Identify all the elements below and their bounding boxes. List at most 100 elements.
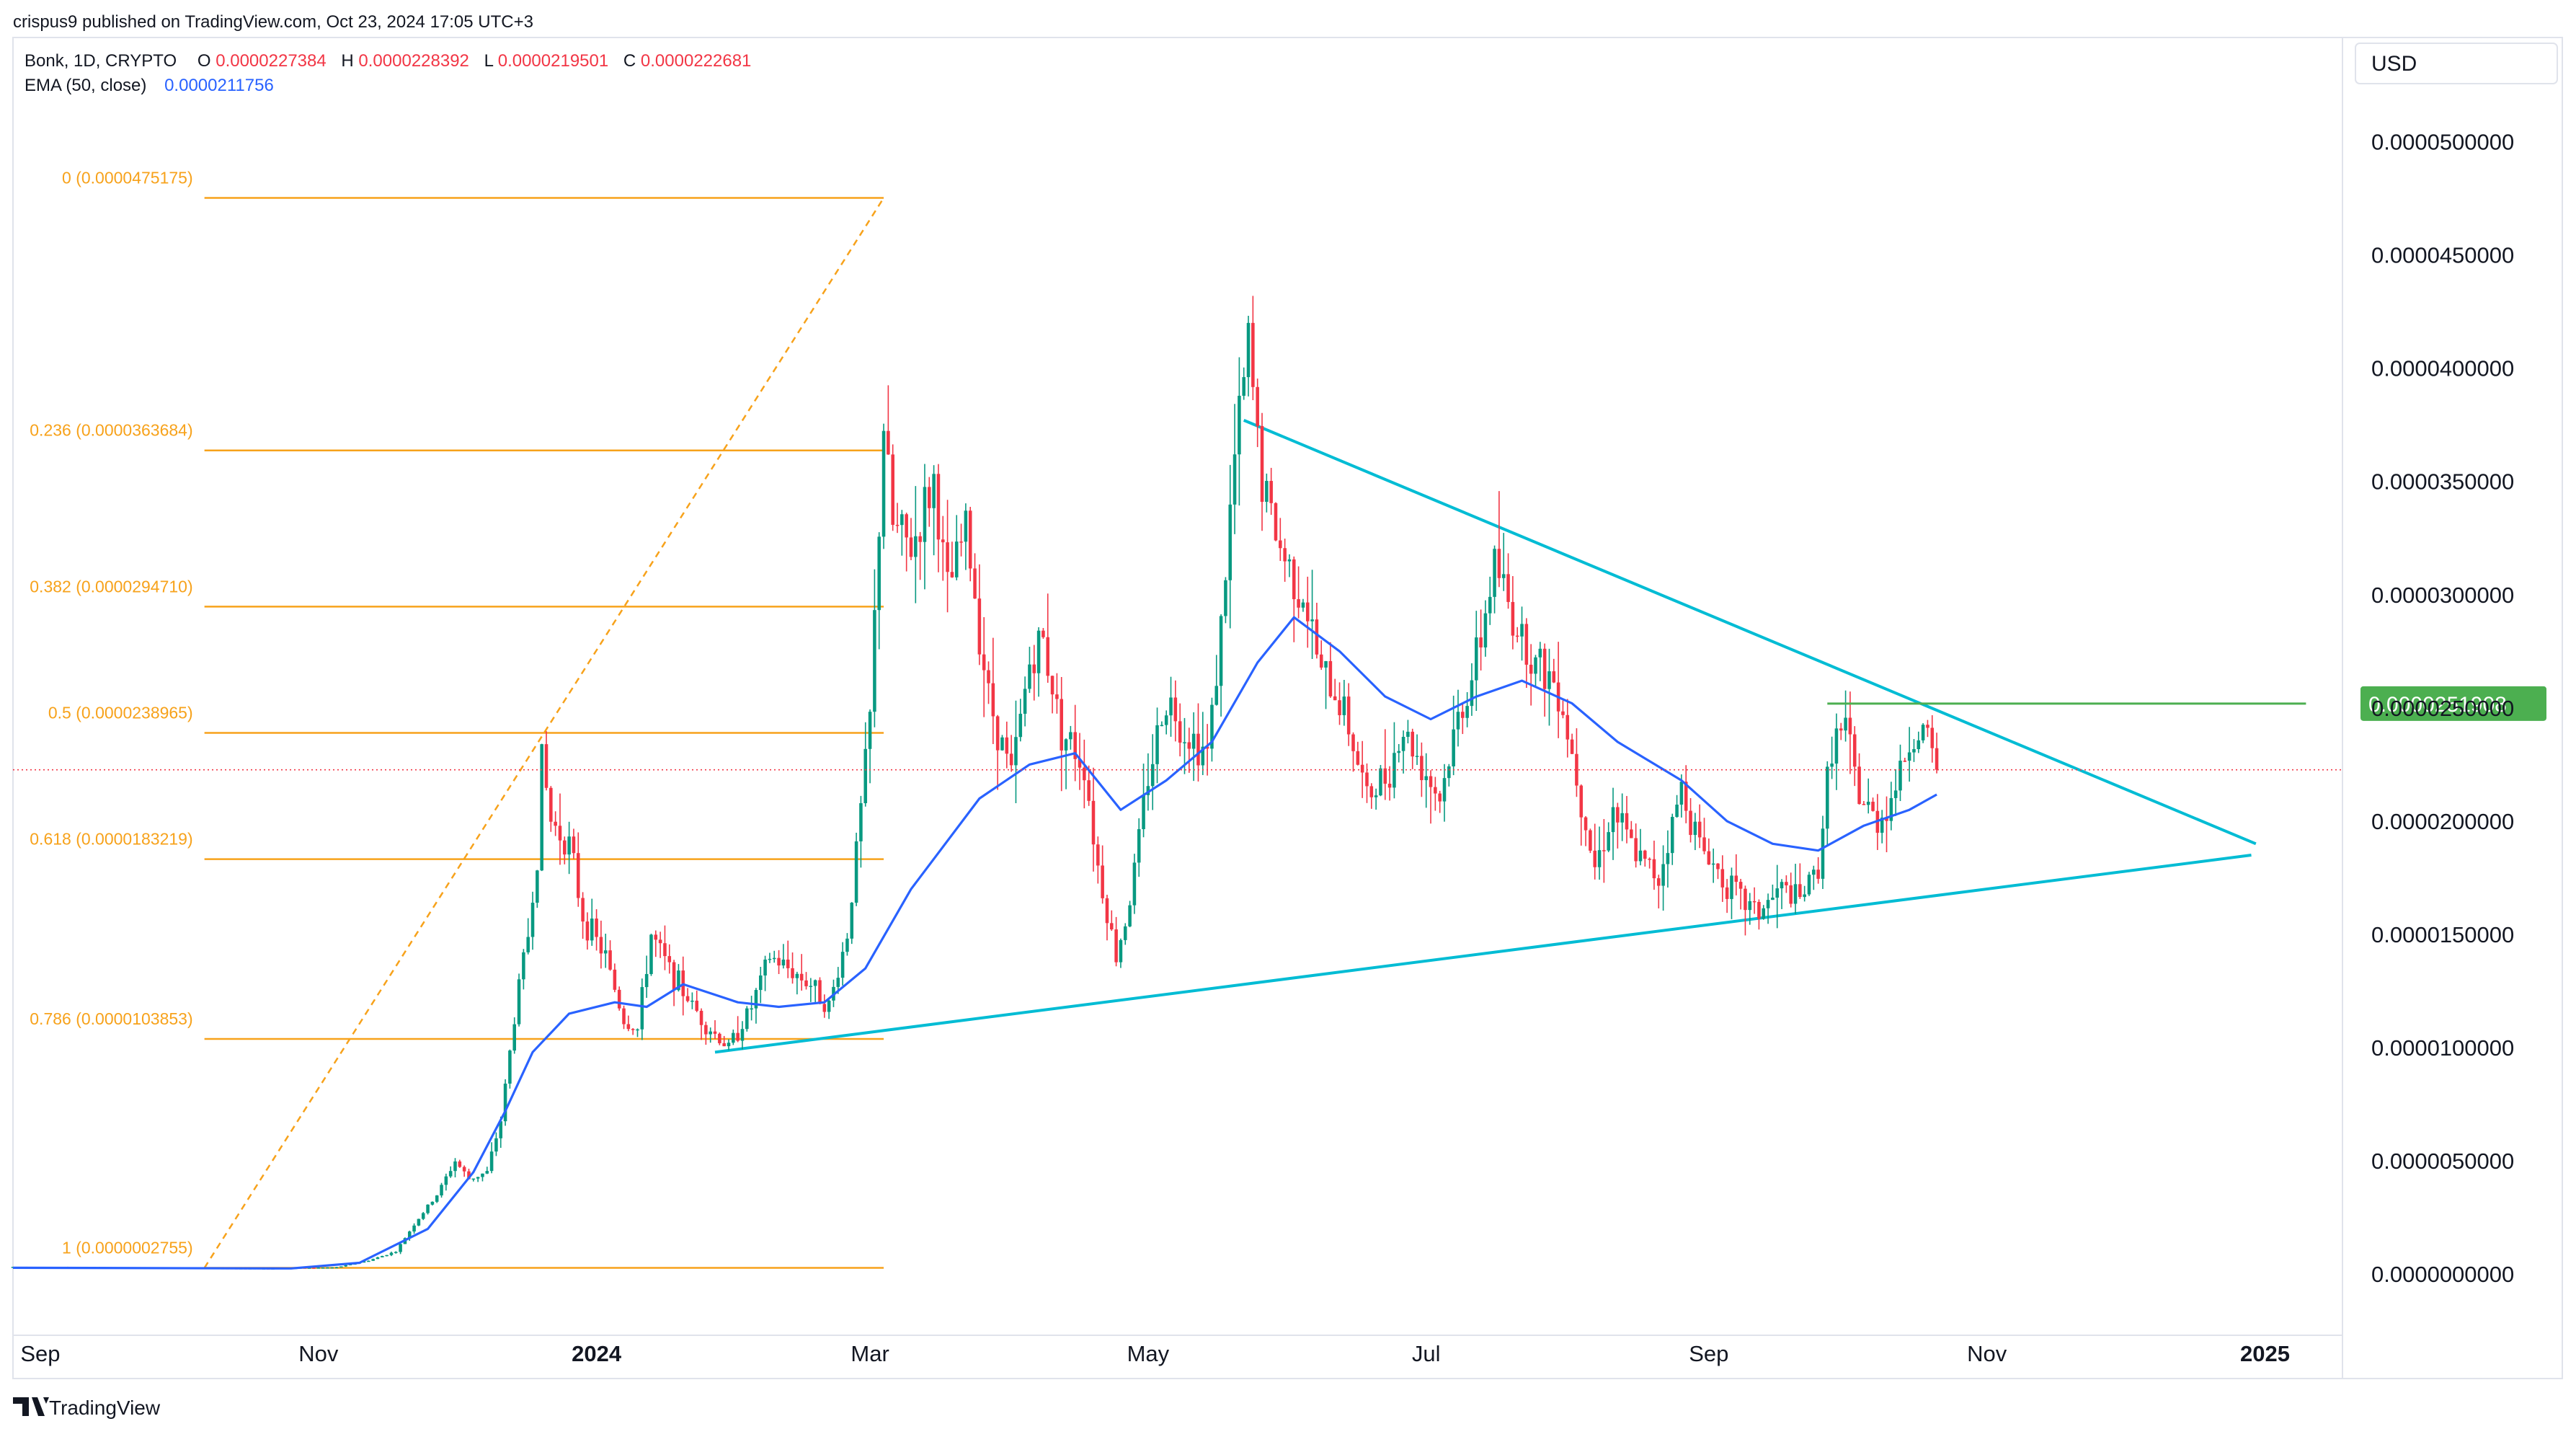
candle-body	[362, 1261, 366, 1263]
candle-body	[1547, 671, 1551, 689]
tradingview-logo-text: TradingView	[49, 1397, 161, 1419]
candle-body	[768, 958, 772, 960]
ohlc-low-value: 0.0000219501	[498, 51, 609, 71]
candle-body	[389, 1252, 394, 1255]
candle-body	[1570, 739, 1574, 754]
currency-button[interactable]: USD	[2371, 52, 2417, 76]
candle-body	[1630, 829, 1633, 839]
candle-body	[1032, 664, 1036, 673]
resistance-line[interactable]: 0.0000251908	[1827, 686, 2546, 721]
time-axis[interactable]: Sep Nov 2024 Mar May Jul Sep Nov 2025	[20, 1341, 2290, 1366]
candle-body	[727, 1043, 731, 1047]
candle-body	[713, 1031, 717, 1034]
candle-body	[417, 1218, 421, 1226]
candle-body	[1073, 732, 1077, 759]
candle-body	[982, 654, 986, 671]
candle-body	[334, 1267, 339, 1269]
candle-body	[1885, 818, 1888, 821]
candle-body	[435, 1195, 439, 1202]
candle-body	[11, 1267, 15, 1268]
candle-body	[1766, 900, 1770, 908]
symmetrical-triangle[interactable]	[714, 419, 2257, 1054]
candle-body	[1251, 322, 1255, 387]
candle-body	[690, 1000, 694, 1002]
fib-level-label: 0.618 (0.0000183219)	[30, 830, 192, 849]
candle-body	[1369, 786, 1374, 797]
candle-body	[923, 487, 927, 542]
candle-body	[1511, 601, 1515, 636]
candle-body	[1666, 853, 1670, 864]
candle-body	[636, 1029, 639, 1031]
price-axis[interactable]: 0.0000500000 0.0000450000 0.0000400000 0.00…	[2371, 130, 2514, 1288]
candle-body	[608, 950, 612, 970]
ema-legend-label[interactable]: EMA (50, close)	[25, 76, 146, 95]
candle-body	[1565, 714, 1570, 740]
candle-body	[1360, 764, 1364, 773]
candle-body	[1661, 864, 1665, 886]
price-axis-tick-label: 0.0000500000	[2371, 130, 2514, 155]
candle-body	[1050, 676, 1054, 695]
candle-body	[1164, 715, 1168, 725]
candle-body	[631, 1029, 635, 1030]
tradingview-logo-icon	[13, 1397, 49, 1416]
candle-body	[1356, 751, 1360, 765]
candle-body	[458, 1161, 462, 1167]
candle-body	[658, 939, 662, 944]
candle-body	[1465, 706, 1469, 718]
candle-body	[1205, 746, 1209, 749]
candle-body	[1679, 782, 1684, 805]
candle-body	[1638, 850, 1643, 862]
candle-body	[914, 536, 918, 557]
candle-body	[677, 970, 680, 991]
candle-body	[1716, 863, 1720, 870]
candle-body	[1493, 549, 1496, 597]
candle-body	[1374, 795, 1378, 797]
candle-body	[1411, 731, 1415, 757]
ema-legend: EMA (50, close) 0.0000211756	[25, 76, 274, 95]
candle-body	[854, 841, 858, 903]
candle-body	[1242, 377, 1245, 396]
candle-body	[371, 1259, 375, 1261]
candle-body	[476, 1177, 480, 1179]
candle-body	[1087, 780, 1091, 801]
triangle-upper-trendline	[1243, 419, 2257, 846]
candle-body	[995, 716, 1000, 751]
candle-body	[1333, 696, 1337, 701]
candle-body	[1470, 680, 1474, 707]
time-axis-tick-label: May	[1127, 1341, 1170, 1366]
candle-body	[1593, 850, 1597, 867]
candle-body	[1101, 865, 1104, 898]
candle-body	[987, 670, 990, 683]
candle-body	[685, 996, 690, 1001]
candle-body	[1305, 602, 1310, 621]
candle-body	[1429, 776, 1433, 787]
candle-body	[895, 524, 900, 526]
tradingview-logo[interactable]: TradingView	[13, 1397, 161, 1419]
price-axis-tick-label: 0.0000300000	[2371, 583, 2514, 608]
candle-body	[763, 959, 767, 975]
candle-body	[1652, 859, 1656, 879]
candle-body	[1625, 813, 1629, 830]
candle-body	[1196, 733, 1200, 766]
candle-body	[877, 536, 881, 611]
candle-body	[1611, 807, 1615, 833]
time-axis-tick-label: Sep	[1689, 1341, 1728, 1366]
candle-body	[704, 1025, 708, 1035]
candle-body	[1406, 731, 1410, 737]
fibonacci-retracement[interactable]: 0 (0.0000475175) 0.236 (0.0000363684) 0.38…	[30, 168, 885, 1269]
price-axis-tick-label: 0.0000200000	[2371, 809, 2514, 834]
candle-body	[1301, 602, 1305, 608]
candle-body	[900, 514, 904, 526]
candle-body	[845, 938, 849, 952]
candle-body	[1552, 671, 1556, 683]
candle-body	[1064, 739, 1068, 751]
currency-button-bg[interactable]	[2355, 43, 2558, 84]
candle-body	[1926, 725, 1929, 728]
candle-body	[977, 598, 982, 655]
candle-body	[1479, 637, 1483, 647]
candle-body	[1730, 875, 1733, 899]
symbol-name[interactable]: Bonk, 1D, CRYPTO	[25, 51, 177, 71]
candle-body	[599, 937, 603, 954]
candle-body	[1670, 817, 1674, 854]
